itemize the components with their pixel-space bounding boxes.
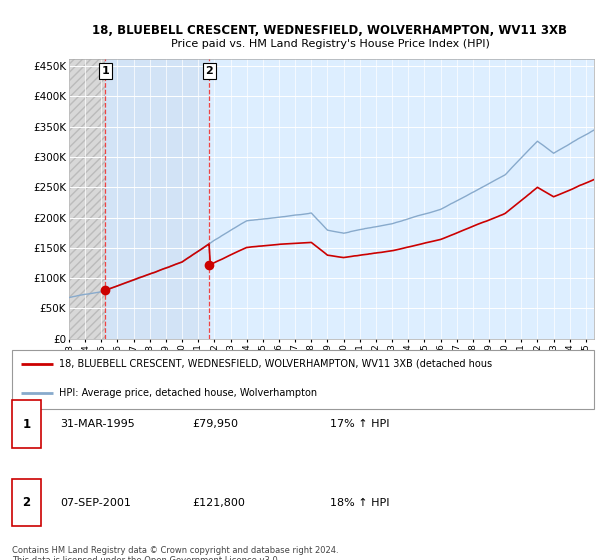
Text: 2: 2 — [22, 496, 31, 509]
Text: 17% ↑ HPI: 17% ↑ HPI — [330, 419, 389, 429]
Text: Contains HM Land Registry data © Crown copyright and database right 2024.
This d: Contains HM Land Registry data © Crown c… — [12, 546, 338, 560]
Text: 31-MAR-1995: 31-MAR-1995 — [60, 419, 135, 429]
Text: 18% ↑ HPI: 18% ↑ HPI — [330, 498, 389, 507]
Text: 1: 1 — [101, 66, 109, 76]
FancyBboxPatch shape — [12, 350, 594, 409]
Text: 18, BLUEBELL CRESCENT, WEDNESFIELD, WOLVERHAMPTON, WV11 3XB (detached hous: 18, BLUEBELL CRESCENT, WEDNESFIELD, WOLV… — [59, 358, 491, 368]
Text: HPI: Average price, detached house, Wolverhampton: HPI: Average price, detached house, Wolv… — [59, 388, 317, 398]
Text: 1: 1 — [22, 418, 31, 431]
Text: £121,800: £121,800 — [192, 498, 245, 507]
Text: £79,950: £79,950 — [192, 419, 238, 429]
Text: 18, BLUEBELL CRESCENT, WEDNESFIELD, WOLVERHAMPTON, WV11 3XB: 18, BLUEBELL CRESCENT, WEDNESFIELD, WOLV… — [92, 24, 568, 38]
Bar — [106, 59, 209, 339]
Bar — [69, 59, 106, 339]
Text: 2: 2 — [206, 66, 213, 76]
Text: Price paid vs. HM Land Registry's House Price Index (HPI): Price paid vs. HM Land Registry's House … — [170, 39, 490, 49]
Text: 07-SEP-2001: 07-SEP-2001 — [60, 498, 131, 507]
